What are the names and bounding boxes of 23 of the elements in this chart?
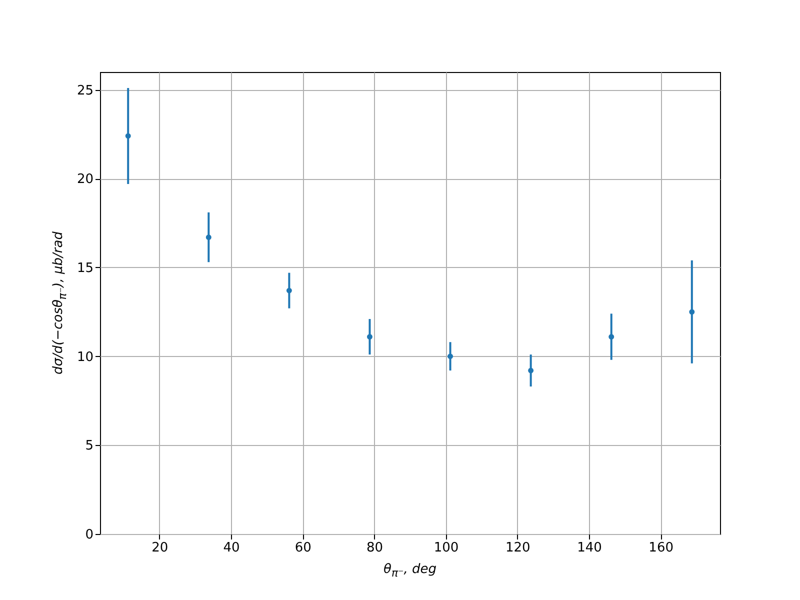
x-axis-title: θ$_{π⁻}$, deg — [384, 562, 436, 580]
y-tick-label: 20 — [76, 172, 94, 188]
y-tick-label: 5 — [85, 438, 94, 454]
x-tick-label: 140 — [577, 540, 602, 556]
point — [366, 334, 372, 340]
x-tick-label: 100 — [434, 540, 459, 556]
y-tick-label: 15 — [76, 260, 94, 276]
y-tick-label: 25 — [76, 83, 94, 98]
x-tick-label: 20 — [152, 540, 168, 556]
point — [206, 234, 212, 240]
point — [608, 334, 614, 340]
point — [125, 133, 131, 139]
y-tick-label: 0 — [85, 528, 94, 542]
x-tick-label: 60 — [294, 540, 312, 556]
x-tick-label: 40 — [223, 540, 240, 556]
x-tick-label: 80 — [366, 540, 383, 556]
x-tick-label: 160 — [648, 540, 674, 556]
point — [689, 309, 695, 315]
point — [448, 354, 454, 360]
point — [528, 368, 534, 374]
y-tick-label: 10 — [76, 350, 94, 365]
x-tick-label: 120 — [505, 540, 530, 556]
point — [286, 288, 292, 294]
